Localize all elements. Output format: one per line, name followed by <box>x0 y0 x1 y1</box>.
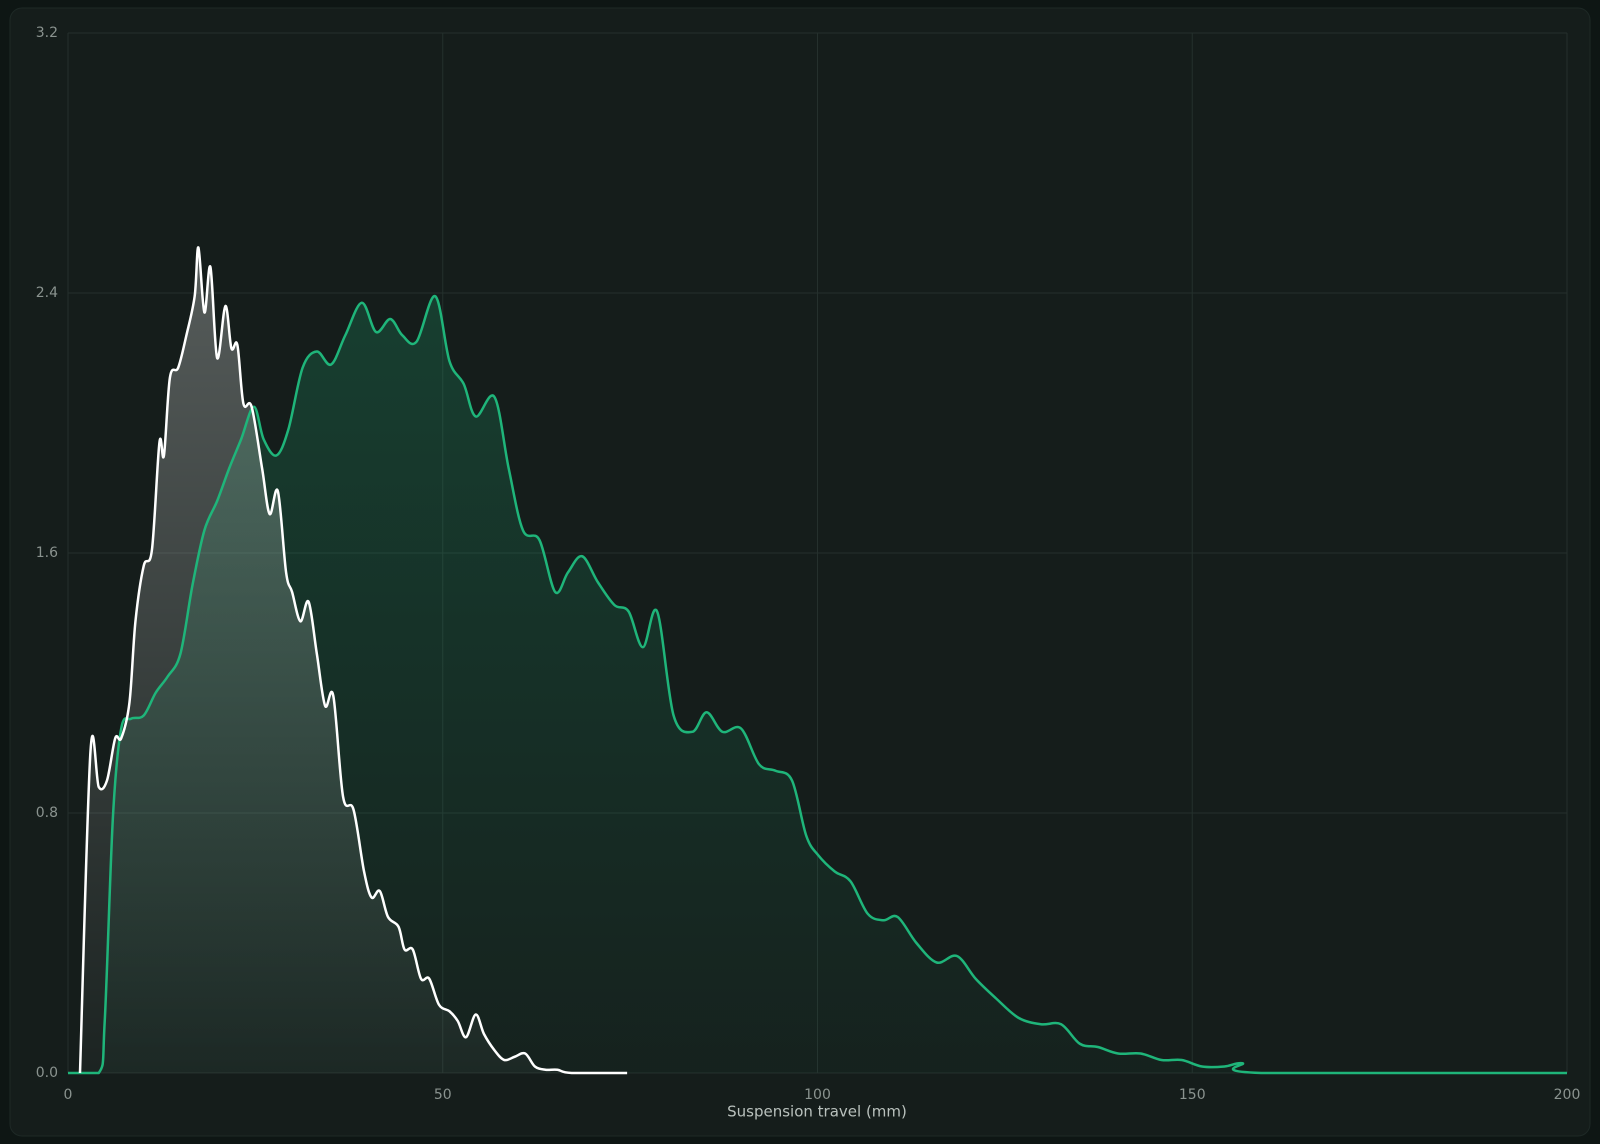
y-tick-label: 0.0 <box>36 1065 58 1081</box>
y-tick-label: 1.6 <box>36 545 58 561</box>
x-tick-label: 150 <box>1179 1087 1206 1103</box>
area-fill <box>79 247 628 1073</box>
y-tick-label: 0.8 <box>36 805 58 821</box>
x-axis-label: Suspension travel (mm) <box>727 1103 907 1121</box>
y-tick-label: 3.2 <box>36 25 58 41</box>
series-line <box>67 294 1567 1075</box>
x-tick-label: 50 <box>434 1087 452 1103</box>
x-tick-label: 0 <box>64 1087 73 1103</box>
x-tick-label: 200 <box>1554 1087 1581 1103</box>
y-tick-label: 2.4 <box>36 285 58 301</box>
x-tick-label: 100 <box>804 1087 831 1103</box>
area-fill <box>68 296 1567 1073</box>
series-line <box>78 246 628 1075</box>
